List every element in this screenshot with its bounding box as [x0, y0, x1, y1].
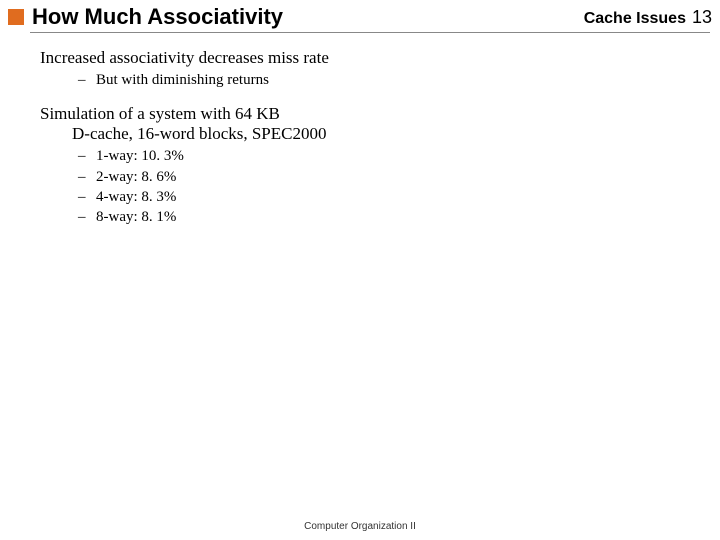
sub-bullet: But with diminishing returns	[78, 70, 680, 90]
accent-square-icon	[8, 9, 24, 25]
sub-bullet: 2-way: 8. 6%	[78, 167, 680, 187]
sub-bullet: 1-way: 10. 3%	[78, 146, 680, 166]
bullet-point: Increased associativity decreases miss r…	[40, 48, 680, 68]
header-left: How Much Associativity	[8, 4, 283, 30]
header-rule	[30, 32, 710, 33]
slide-footer: Computer Organization II	[0, 521, 720, 532]
slide-title: How Much Associativity	[32, 4, 283, 30]
bullet-point: Simulation of a system with 64 KB D-cach…	[40, 104, 680, 144]
bullet-line: D-cache, 16-word blocks, SPEC2000	[72, 124, 327, 144]
sub-bullet: 4-way: 8. 3%	[78, 187, 680, 207]
header-right: Cache Issues 13	[584, 7, 712, 28]
slide-header: How Much Associativity Cache Issues 13	[8, 4, 712, 30]
slide: How Much Associativity Cache Issues 13 I…	[0, 0, 720, 540]
sub-bullet: 8-way: 8. 1%	[78, 207, 680, 227]
sub-list: 1-way: 10. 3% 2-way: 8. 6% 4-way: 8. 3% …	[78, 146, 680, 227]
slide-number: 13	[692, 7, 712, 28]
bullet-line: Simulation of a system with 64 KB	[40, 104, 280, 123]
slide-body: Increased associativity decreases miss r…	[40, 48, 680, 241]
sub-list: But with diminishing returns	[78, 70, 680, 90]
section-label: Cache Issues	[584, 10, 686, 28]
